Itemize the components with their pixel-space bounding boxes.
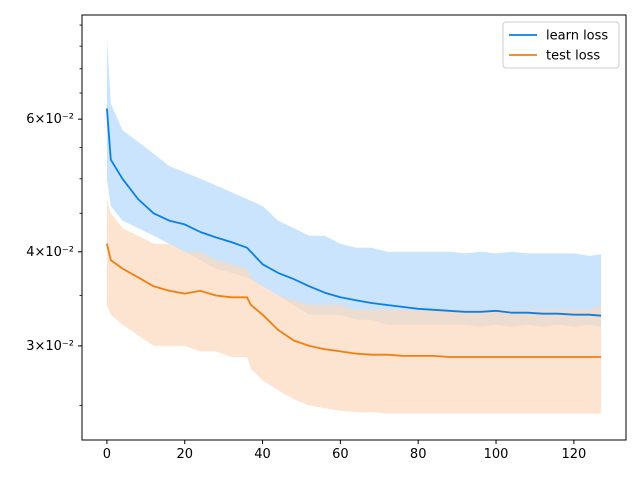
- confidence-bands: [106, 37, 602, 414]
- x-tick-label: 100: [484, 447, 509, 462]
- series-lines: [106, 108, 602, 358]
- x-axis-ticks: 0 20 40 60 80 100 120: [103, 440, 586, 462]
- test-loss-band: [106, 199, 602, 414]
- axes-frame: [81, 14, 627, 441]
- legend: learn loss test loss: [502, 21, 620, 69]
- x-tick-label: 40: [254, 447, 271, 462]
- legend-label: learn loss: [546, 29, 608, 44]
- learn-loss-band: [106, 37, 602, 327]
- legend-label: test loss: [546, 49, 600, 64]
- test-loss-line: [106, 243, 602, 358]
- legend-box: [502, 21, 620, 69]
- x-tick-label: 20: [176, 447, 193, 462]
- y-axis-ticks: 3×10⁻² 4×10⁻² 6×10⁻²: [26, 24, 82, 406]
- x-tick-label: 0: [103, 447, 111, 462]
- x-tick-label: 120: [561, 447, 586, 462]
- y-tick-label: 4×10⁻²: [26, 245, 74, 260]
- x-tick-label: 60: [332, 447, 349, 462]
- x-tick-label: 80: [410, 447, 427, 462]
- y-tick-label: 3×10⁻²: [26, 339, 74, 354]
- y-tick-label: 6×10⁻²: [26, 112, 74, 127]
- learn-loss-line: [106, 108, 602, 317]
